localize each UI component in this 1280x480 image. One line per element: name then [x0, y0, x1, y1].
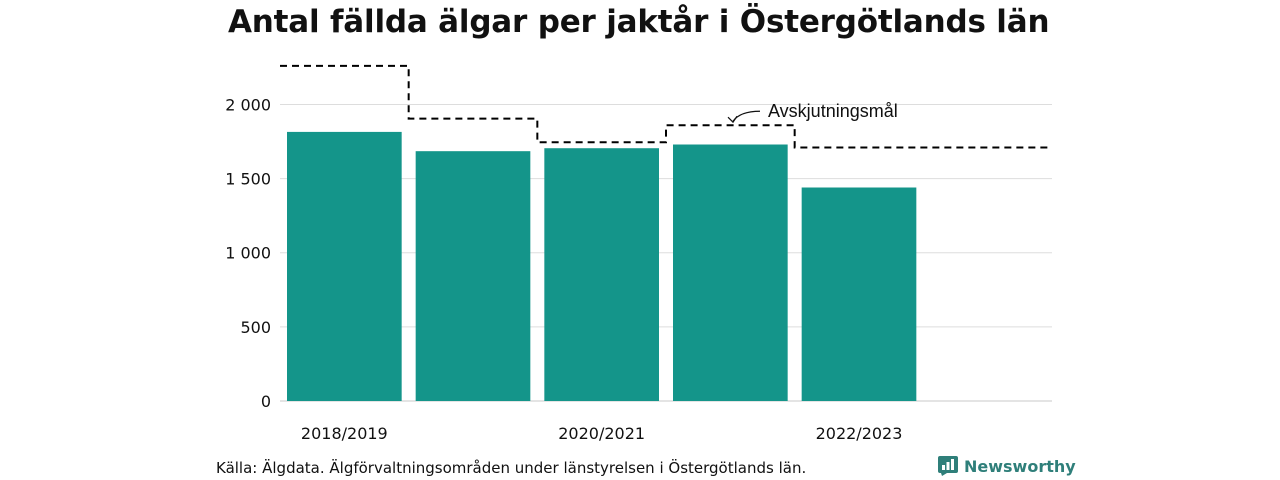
annotation-arrowhead — [727, 115, 738, 124]
y-tick-label: 2 000 — [225, 95, 271, 114]
brand-name: Newsworthy — [964, 456, 1076, 476]
bar — [673, 144, 788, 401]
brand-logo: Newsworthy — [938, 456, 1076, 476]
chart-title: Antal fällda älgar per jaktår i Östergöt… — [228, 4, 1050, 40]
bar — [544, 148, 659, 401]
x-tick-label: 2020/2021 — [558, 424, 645, 443]
x-tick-label: 2018/2019 — [301, 424, 388, 443]
x-tick-label: 2022/2023 — [816, 424, 903, 443]
newsworthy-logo-icon — [938, 456, 958, 476]
y-tick-label: 1 500 — [225, 170, 271, 189]
annotation-arrow — [732, 110, 761, 122]
y-tick-label: 0 — [261, 392, 271, 411]
y-tick-label: 500 — [240, 318, 271, 337]
source-note: Källa: Älgdata. Älgförvaltningsområden u… — [216, 459, 807, 477]
bar — [287, 131, 402, 401]
annotation-label: Avskjutningsmål — [768, 101, 898, 121]
bar — [415, 151, 531, 401]
target-step-line — [280, 64, 1052, 149]
y-tick-label: 1 000 — [225, 244, 271, 263]
bar — [801, 187, 917, 401]
